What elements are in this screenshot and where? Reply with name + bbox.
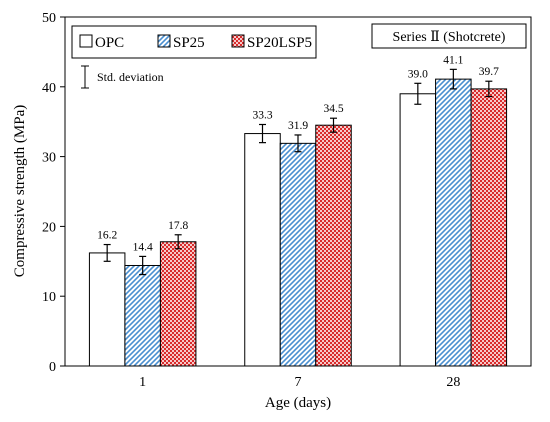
x-tick-label: 1 xyxy=(139,375,146,390)
annotation-box xyxy=(371,23,527,49)
legend-item-sp20lsp5: SP20LSP5 xyxy=(231,34,312,51)
legend-item-sp25: SP25 xyxy=(157,34,205,51)
bar-opc-day-7 xyxy=(244,133,281,367)
bar-sp25-day-28 xyxy=(435,78,472,367)
bar-sp25-day-7 xyxy=(279,142,317,367)
series-annotation: Series Ⅱ (Shotcrete) xyxy=(371,23,527,49)
legend-swatch xyxy=(231,34,245,48)
bar-opc-day-1 xyxy=(88,252,126,367)
bar-opc-day-28 xyxy=(399,93,437,367)
error-bar xyxy=(139,255,147,276)
error-bar xyxy=(259,123,266,144)
std-deviation-note: Std. deviation xyxy=(81,65,164,89)
data-label: 33.3 xyxy=(252,109,272,121)
data-label: 17.8 xyxy=(168,220,188,232)
bar-sp20lsp5-day-7 xyxy=(315,124,352,367)
data-label: 14.4 xyxy=(133,241,153,253)
legend-swatch xyxy=(157,34,171,48)
data-label: 34.5 xyxy=(323,103,343,115)
y-axis: 0 10 20 30 40 50 xyxy=(42,11,65,375)
bars-layer: 16.2 14.4 17.8 33.3 31.9 34.5 39.0 41.1 39.7 xyxy=(88,54,508,367)
legend-label: OPC xyxy=(95,35,124,51)
error-bar xyxy=(330,117,337,133)
error-bar xyxy=(449,68,457,90)
data-label: 41.1 xyxy=(443,54,463,66)
error-bar xyxy=(103,243,111,262)
x-tick-label: 28 xyxy=(446,375,460,390)
legend-box xyxy=(71,25,317,59)
legend-item-opc: OPC xyxy=(79,34,124,51)
annotation-text: Series Ⅱ (Shotcrete) xyxy=(393,30,506,45)
data-label: 39.7 xyxy=(479,66,499,78)
bar-sp20lsp5-day-28 xyxy=(470,88,508,367)
error-bar xyxy=(174,234,182,250)
bar-sp25-day-1 xyxy=(124,264,161,367)
data-label: 39.0 xyxy=(408,68,428,80)
data-label: 31.9 xyxy=(288,120,308,132)
y-tick-label: 0 xyxy=(49,360,56,375)
x-axis-title: Age (days) xyxy=(265,395,331,411)
legend-swatch xyxy=(79,34,93,48)
y-tick-label: 10 xyxy=(42,290,56,305)
y-tick-label: 30 xyxy=(42,151,56,166)
data-label: 16.2 xyxy=(97,230,117,242)
bar-sp20lsp5-day-1 xyxy=(159,241,197,367)
error-bar xyxy=(485,80,493,98)
x-tick-label: 7 xyxy=(295,375,302,390)
legend: OPC SP25 SP20LSP5 xyxy=(71,25,317,59)
error-bar xyxy=(414,82,422,105)
legend-label: SP20LSP5 xyxy=(247,35,312,51)
x-axis: 1 7 28 xyxy=(139,375,460,390)
y-tick-label: 50 xyxy=(42,11,56,26)
legend-label: SP25 xyxy=(173,35,205,51)
std-deviation-label: Std. deviation xyxy=(97,70,164,84)
y-tick-label: 20 xyxy=(42,220,56,235)
error-bar xyxy=(294,134,302,153)
y-tick-label: 40 xyxy=(42,81,56,96)
y-axis-title: Compressive strength (MPa) xyxy=(12,105,28,277)
